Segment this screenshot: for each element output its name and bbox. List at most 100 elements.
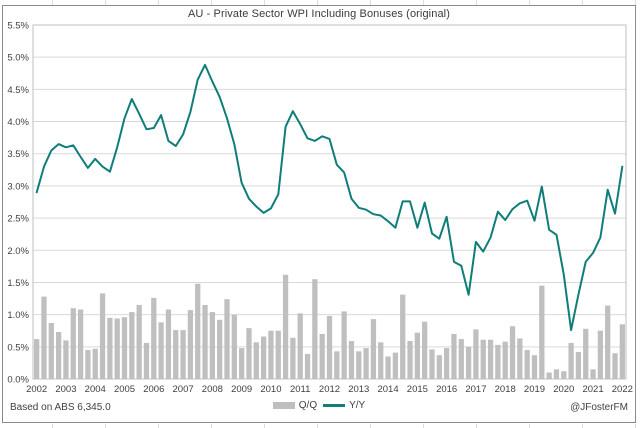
qq-bar [107, 317, 113, 379]
qq-bar [165, 309, 172, 379]
qq-bar [151, 297, 157, 379]
qq-bar [48, 323, 54, 379]
qq-bar [356, 351, 362, 379]
qq-bar [121, 317, 128, 379]
qq-bar [129, 312, 135, 379]
qq-bar [531, 355, 538, 379]
svg-text:2013: 2013 [348, 384, 369, 395]
qq-bar [99, 293, 106, 379]
chart-title: AU - Private Sector WPI Including Bonuse… [188, 8, 450, 20]
qq-bars [34, 274, 625, 379]
qq-bar [517, 338, 523, 379]
qq-bar [465, 346, 472, 379]
svg-text:2018: 2018 [495, 384, 516, 395]
qq-bar [297, 313, 303, 379]
qq-bar [619, 324, 625, 379]
qq-bar [290, 337, 296, 379]
svg-text:2008: 2008 [202, 384, 223, 395]
svg-text:2012: 2012 [319, 384, 340, 395]
qq-bar [546, 372, 552, 379]
spreadsheet-grid-top [0, 0, 640, 5]
yy-line [35, 63, 624, 332]
spreadsheet-grid-bottom [0, 424, 640, 428]
qq-bar [70, 308, 76, 379]
svg-text:2004: 2004 [85, 384, 106, 395]
qq-bar [451, 333, 457, 379]
qq-bar [158, 322, 164, 379]
qq-bar [495, 344, 501, 379]
qq-bar [597, 330, 604, 379]
svg-text:2016: 2016 [436, 384, 457, 395]
svg-text:0.5%: 0.5% [7, 342, 29, 353]
qq-bar [114, 318, 120, 379]
qq-bar [612, 353, 618, 379]
qq-bar [348, 341, 355, 379]
qq-bar [407, 341, 413, 379]
qq-bar [590, 369, 596, 379]
qq-bar [363, 348, 369, 379]
chart-frame: AU - Private Sector WPI Including Bonuse… [2, 5, 636, 423]
svg-text:2002: 2002 [26, 384, 47, 395]
svg-text:2.5%: 2.5% [7, 214, 29, 225]
qq-bar [253, 342, 259, 379]
qq-bar [180, 330, 186, 379]
svg-text:2009: 2009 [231, 384, 252, 395]
qq-bar [561, 371, 567, 379]
qq-bar [524, 350, 530, 379]
svg-text:2003: 2003 [55, 384, 76, 395]
svg-text:0.0%: 0.0% [7, 375, 29, 386]
qq-bar [187, 310, 194, 379]
svg-text:3.0%: 3.0% [7, 181, 29, 192]
qq-bar [502, 341, 508, 379]
svg-text:2.0%: 2.0% [7, 246, 29, 257]
legend-item-qq: Q/Q [272, 400, 317, 411]
qq-bar [41, 296, 47, 379]
svg-text:4.5%: 4.5% [7, 85, 29, 96]
qq-bar [282, 274, 289, 379]
qq-bar [480, 339, 486, 379]
qq-bar [473, 329, 479, 379]
svg-text:5.0%: 5.0% [7, 53, 29, 64]
qq-bar [231, 314, 237, 379]
qq-bar [400, 294, 406, 379]
svg-text:3.5%: 3.5% [7, 149, 29, 160]
qq-bar [444, 348, 450, 379]
qq-bar [553, 369, 560, 379]
qq-bar [370, 319, 377, 379]
qq-bar [414, 332, 420, 379]
qq-bar [63, 340, 69, 379]
svg-text:2021: 2021 [582, 384, 603, 395]
qq-bar [304, 353, 311, 379]
qq-bar [429, 349, 435, 379]
qq-bar [392, 352, 399, 379]
qq-bar [275, 330, 281, 379]
qq-bar [260, 336, 267, 379]
qq-bar [319, 333, 325, 379]
bar-swatch-icon [272, 401, 295, 409]
qq-bar [55, 332, 62, 379]
svg-text:4.0%: 4.0% [7, 117, 29, 128]
chart-legend: Q/Q Y/Y [3, 397, 635, 413]
qq-bar [539, 285, 545, 379]
qq-bar [136, 304, 142, 379]
qq-bar [436, 355, 442, 379]
qq-bar [341, 311, 347, 379]
svg-text:2006: 2006 [143, 384, 164, 395]
qq-bar [378, 342, 384, 379]
qq-bar [85, 350, 91, 379]
qq-bar [385, 356, 391, 379]
svg-text:2019: 2019 [524, 384, 545, 395]
footer-source: Based on ABS 6,345.0 [10, 402, 111, 413]
svg-text:2011: 2011 [290, 384, 310, 395]
svg-text:5.5%: 5.5% [7, 21, 29, 32]
svg-text:2005: 2005 [114, 384, 135, 395]
line-swatch-icon [323, 403, 346, 407]
svg-text:2015: 2015 [407, 384, 428, 395]
legend-label-yy: Y/Y [349, 399, 366, 411]
legend-item-yy: Y/Y [323, 400, 365, 411]
qq-bar [487, 339, 494, 379]
qq-bar [202, 304, 208, 379]
qq-bar [326, 315, 333, 379]
qq-bar [92, 348, 98, 379]
qq-bar [583, 328, 589, 379]
